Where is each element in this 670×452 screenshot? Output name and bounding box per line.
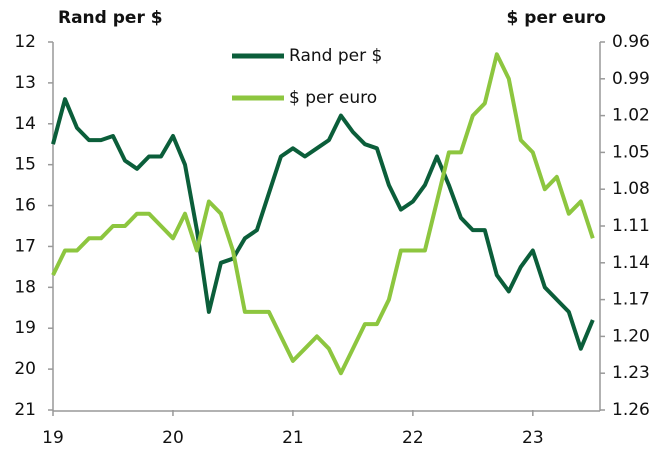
x-tick-label: 21 <box>282 428 304 448</box>
y2-tick-label: 1.11 <box>612 216 650 236</box>
y-axis-title: Rand per $ <box>58 8 163 28</box>
x-tick-label: 20 <box>162 428 184 448</box>
y-tick-label: 14 <box>14 114 36 134</box>
series-line <box>51 97 595 351</box>
y2-tick-label: 1.02 <box>612 106 650 126</box>
y-tick-label: 21 <box>14 400 36 420</box>
series-line <box>51 52 595 376</box>
y2-tick-label: 1.17 <box>612 290 650 310</box>
y2-tick-label: 1.26 <box>612 400 650 420</box>
legend-label: $ per euro <box>289 88 377 108</box>
x-tick-label: 22 <box>402 428 424 448</box>
y2-tick-label: 1.23 <box>612 363 650 383</box>
y2-tick-label: 0.99 <box>612 69 650 89</box>
y2-tick-label: 0.96 <box>612 32 650 52</box>
y-tick-label: 13 <box>14 73 36 93</box>
y2-tick-label: 1.05 <box>612 142 650 162</box>
x-tick-label: 23 <box>522 428 544 448</box>
y-tick-label: 19 <box>14 318 36 338</box>
y-tick-label: 20 <box>14 359 36 379</box>
legend-label: Rand per $ <box>289 46 382 66</box>
y2-tick-label: 1.14 <box>612 253 650 273</box>
y-tick-label: 16 <box>14 196 36 216</box>
y2-tick-label: 1.20 <box>612 326 650 346</box>
y2-axis-title: $ per euro <box>507 8 606 28</box>
y-tick-label: 15 <box>14 155 36 175</box>
y-tick-label: 12 <box>14 32 36 52</box>
y2-tick-label: 1.08 <box>612 179 650 199</box>
x-tick-label: 19 <box>42 428 64 448</box>
y-tick-label: 17 <box>14 236 36 256</box>
y-tick-label: 18 <box>14 277 36 297</box>
